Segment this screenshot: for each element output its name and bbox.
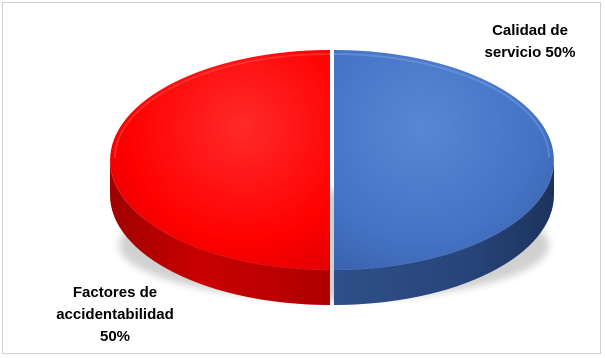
pie-rim-highlight-blue [333, 53, 550, 159]
slice-accidentabilidad [110, 50, 330, 270]
slice-servicio [334, 50, 554, 270]
slice-label-accidentabilidad-line-3: 50% [99, 328, 131, 345]
pie-rim-highlight [114, 53, 331, 159]
slice-label-accidentabilidad-line-2: accidentabilidad [56, 306, 174, 323]
slice-side-accidentabilidad [110, 160, 330, 305]
slice-label-accidentabilidad: Factores de accidentabilidad 50% [40, 282, 190, 348]
slice-label-servicio-line-2: servicio 50% [484, 44, 576, 61]
slice-label-accidentabilidad-line-1: Factores de [72, 284, 158, 301]
slice-label-servicio: Calidad de servicio 50% [470, 20, 590, 64]
slice-label-servicio-line-1: Calidad de [492, 22, 568, 39]
slice-side-servicio [334, 160, 554, 305]
